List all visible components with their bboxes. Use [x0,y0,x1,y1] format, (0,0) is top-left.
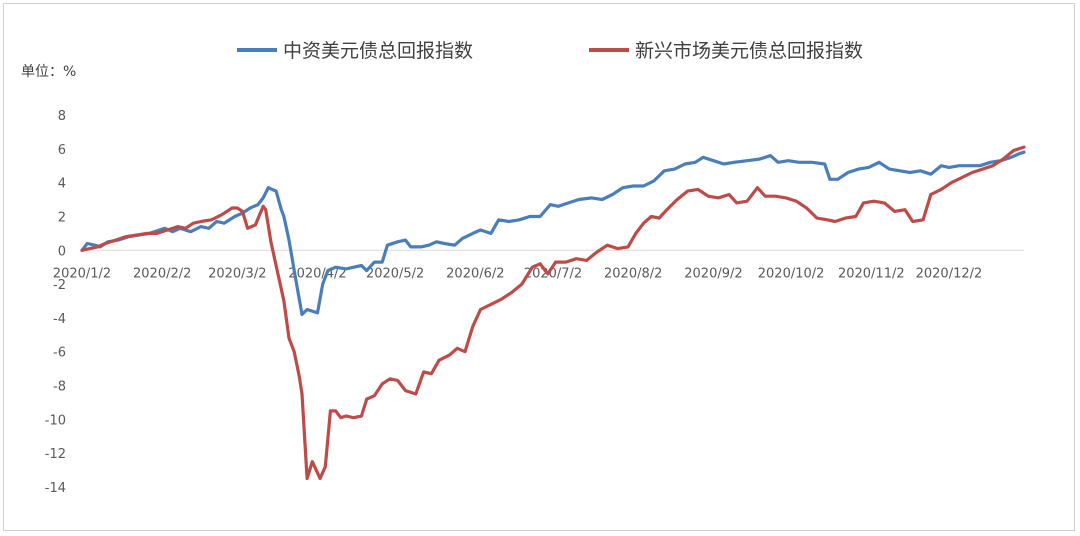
chart-frame: 中资美元债总回报指数 新兴市场美元债总回报指数 单位：% 8 6 4 2 0 -2 -4 -6… [3,3,1075,531]
x-tick-label: 2020/11/2 [838,266,905,281]
x-tick-label: 2020/3/2 [208,266,266,281]
y-tick-label: -6 [53,346,66,361]
y-tick-label: -2 [53,278,66,293]
x-tick-label: 2020/6/2 [446,266,504,281]
series-line-zhongzi [80,150,1026,317]
y-tick-label: 4 [58,177,66,192]
y-axis-ticks: 8 6 4 2 0 -2 -4 -6 -8 -10 -12 -14 [45,109,66,496]
series-line-xinxing [80,145,1026,481]
x-tick-label: 2020/7/2 [524,266,582,281]
unit-label: 单位：% [21,64,76,80]
x-tick-label: 2020/12/2 [916,266,983,281]
y-tick-label: 2 [58,210,66,225]
legend: 中资美元债总回报指数 新兴市场美元债总回报指数 [237,40,863,62]
y-tick-label: 6 [58,143,66,158]
legend-label-xinxing: 新兴市场美元债总回报指数 [635,40,863,62]
series-layer [80,145,1026,481]
y-tick-label: 0 [58,244,66,259]
y-tick-label: -14 [45,481,66,496]
y-tick-label: -12 [45,447,66,462]
legend-label-zhongzi: 中资美元债总回报指数 [283,40,473,62]
y-tick-label: 8 [58,109,66,124]
x-tick-label: 2020/2/2 [133,266,191,281]
x-tick-label: 2020/8/2 [604,266,662,281]
y-tick-label: -4 [53,312,66,327]
y-tick-label: -8 [53,380,66,395]
line-chart: 中资美元债总回报指数 新兴市场美元债总回报指数 单位：% 8 6 4 2 0 -2 -4 -6… [21,40,1026,496]
x-tick-label: 2020/10/2 [758,266,825,281]
x-tick-label: 2020/1/2 [53,266,111,281]
x-axis-ticks: 2020/1/2 2020/2/2 2020/3/2 2020/4/2 2020/5/2… [53,266,982,281]
x-tick-label: 2020/9/2 [684,266,742,281]
x-tick-label: 2020/5/2 [366,266,424,281]
y-tick-label: -10 [45,413,66,428]
